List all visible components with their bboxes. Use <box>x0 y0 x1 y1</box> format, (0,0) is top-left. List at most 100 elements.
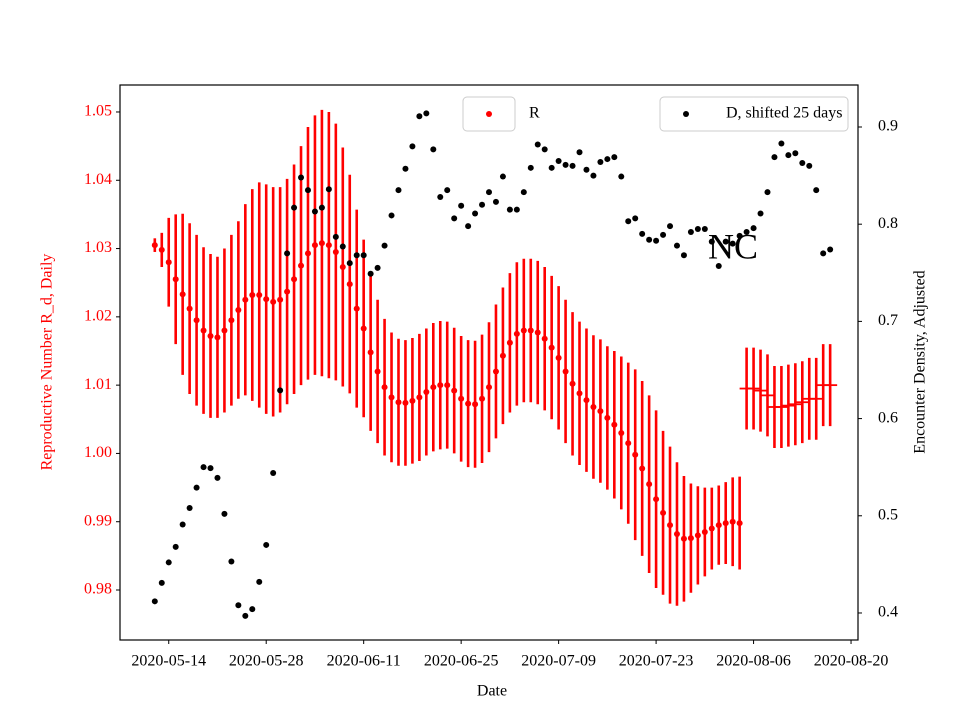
point <box>416 113 423 120</box>
point <box>597 408 604 415</box>
point <box>694 532 701 539</box>
point <box>263 296 270 303</box>
point <box>472 210 479 217</box>
point <box>318 240 325 247</box>
point <box>186 305 193 312</box>
point <box>444 187 451 194</box>
point <box>576 390 583 397</box>
point <box>785 152 792 159</box>
point <box>451 387 458 394</box>
point <box>673 242 680 249</box>
point <box>548 344 555 351</box>
point <box>534 329 541 336</box>
point <box>527 164 534 171</box>
point <box>172 543 179 550</box>
point <box>249 606 256 613</box>
point <box>402 165 409 172</box>
point <box>520 189 527 196</box>
point <box>771 154 778 161</box>
y-tick-label: 1.03 <box>84 239 112 256</box>
point <box>291 204 298 211</box>
point <box>451 215 458 222</box>
point <box>207 465 214 472</box>
point <box>409 397 416 404</box>
point <box>680 535 687 542</box>
x-tick-label: 2020-05-14 <box>131 653 206 670</box>
point <box>458 395 465 402</box>
point <box>639 230 646 237</box>
point <box>639 465 646 472</box>
x-tick-label: 2020-05-28 <box>229 653 304 670</box>
point <box>395 399 402 406</box>
point <box>492 368 499 375</box>
x-tick-label: 2020-06-25 <box>424 653 499 670</box>
point <box>346 281 353 288</box>
point <box>242 296 249 303</box>
point <box>757 210 764 217</box>
point <box>604 156 611 163</box>
legend-label: R <box>529 105 540 122</box>
point <box>625 440 632 447</box>
point <box>799 159 806 166</box>
point <box>277 296 284 303</box>
point <box>256 291 263 298</box>
y2-tick-label: 0.9 <box>878 118 898 135</box>
point <box>200 327 207 334</box>
point <box>764 189 771 196</box>
x-axis-label: Date <box>477 683 507 700</box>
point <box>381 242 388 249</box>
point <box>729 240 736 247</box>
point <box>660 509 667 516</box>
point <box>214 474 221 481</box>
point <box>270 298 277 305</box>
point <box>576 149 583 156</box>
point <box>555 158 562 165</box>
point <box>708 238 715 245</box>
point <box>353 305 360 312</box>
point <box>590 172 597 179</box>
point <box>562 161 569 168</box>
point <box>736 520 743 527</box>
point <box>513 330 520 337</box>
point <box>423 388 430 395</box>
point <box>151 242 158 249</box>
point <box>367 270 374 277</box>
point <box>304 250 311 257</box>
point <box>597 158 604 165</box>
point <box>298 174 305 181</box>
legend-marker <box>486 111 492 117</box>
point <box>311 208 318 215</box>
point <box>492 198 499 205</box>
point <box>499 352 506 359</box>
x-tick-label: 2020-06-11 <box>327 653 401 670</box>
point <box>632 215 639 222</box>
point <box>479 395 486 402</box>
point <box>548 164 555 171</box>
point <box>479 201 486 208</box>
point <box>569 380 576 387</box>
point <box>249 291 256 298</box>
point <box>736 232 743 239</box>
y2-tick-label: 0.5 <box>878 506 898 523</box>
point <box>465 223 472 230</box>
point <box>360 252 367 259</box>
y2-tick-label: 0.6 <box>878 409 898 426</box>
point <box>444 382 451 389</box>
point <box>256 578 263 585</box>
point <box>221 510 228 517</box>
point <box>374 368 381 375</box>
legend-label: D, shifted 25 days <box>726 105 842 122</box>
y-tick-label: 1.00 <box>84 444 112 461</box>
point <box>583 397 590 404</box>
point <box>458 202 465 209</box>
point <box>632 451 639 458</box>
point <box>235 602 242 609</box>
point <box>729 518 736 525</box>
point <box>820 250 827 257</box>
x-tick-label: 2020-08-20 <box>814 653 889 670</box>
point <box>277 387 284 394</box>
point <box>653 496 660 503</box>
point <box>318 204 325 211</box>
point <box>750 225 757 232</box>
point <box>200 464 207 471</box>
